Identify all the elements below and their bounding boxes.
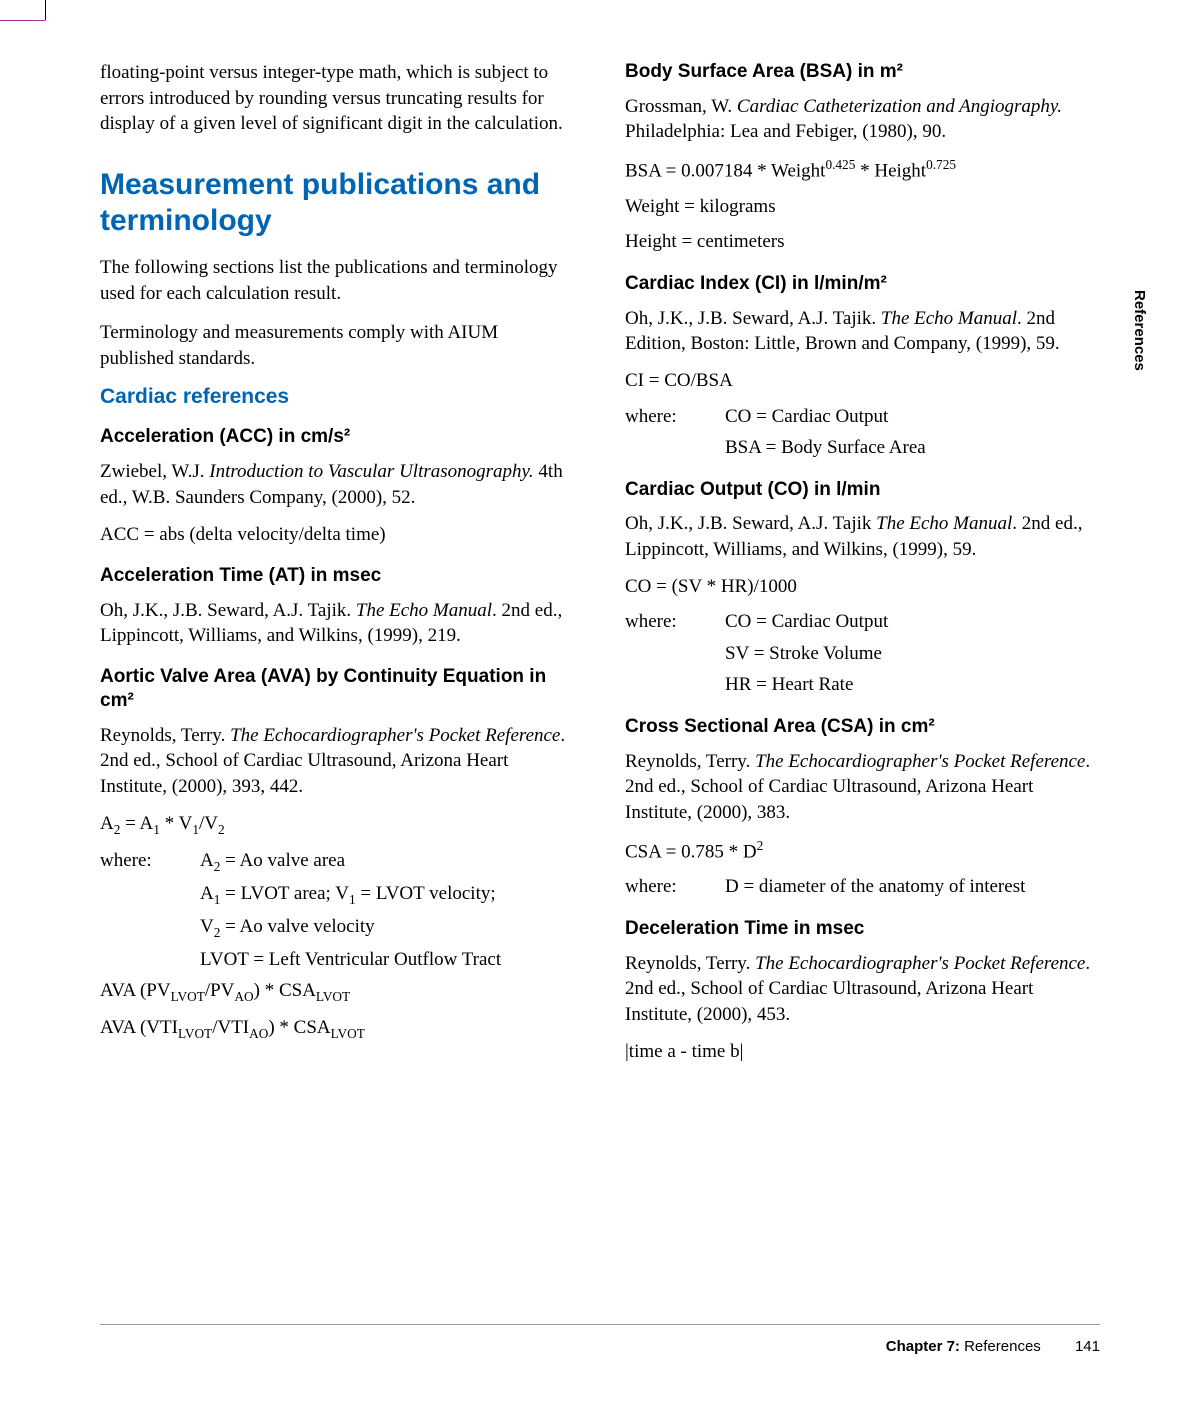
at-ref: Oh, J.K., J.B. Seward, A.J. Tajik. The E… (100, 598, 575, 649)
ava-where-4: LVOT = Left Ventricular Outflow Tract (100, 946, 575, 974)
csa-f1: CSA = 0.785 * D2 (625, 836, 1100, 866)
co-where-2: SV = Stroke Volume (625, 640, 1100, 668)
ava-f1: A2 = A1 * V1/V2 (100, 810, 575, 839)
term-at: Acceleration Time (AT) in msec (100, 564, 575, 588)
bsa-f3: Height = centimeters (625, 228, 1100, 256)
ava-where-2: A1 = LVOT area; V1 = LVOT velocity; (100, 880, 575, 909)
footer-rule (100, 1324, 1100, 1325)
footer: Chapter 7: References 141 (886, 1338, 1100, 1355)
ci-where-1: where:CO = Cardiac Output (625, 403, 1100, 431)
ava-where-1: where:A2 = Ao valve area (100, 847, 575, 876)
footer-page: 141 (1075, 1338, 1100, 1355)
acc-formula: ACC = abs (delta velocity/delta time) (100, 521, 575, 549)
ci-ref: Oh, J.K., J.B. Seward, A.J. Tajik. The E… (625, 306, 1100, 357)
decel-f1: |time a - time b| (625, 1038, 1100, 1066)
ci-where-2: BSA = Body Surface Area (625, 434, 1100, 462)
bsa-f1: BSA = 0.007184 * Weight0.425 * Height0.7… (625, 155, 1100, 185)
bsa-ref: Grossman, W. Cardiac Catheterization and… (625, 94, 1100, 145)
section-p2: Terminology and measurements comply with… (100, 320, 575, 371)
term-ava: Aortic Valve Area (AVA) by Continuity Eq… (100, 665, 575, 713)
co-f1: CO = (SV * HR)/1000 (625, 573, 1100, 601)
bsa-f2: Weight = kilograms (625, 193, 1100, 221)
ava-ref: Reynolds, Terry. The Echocardiographer's… (100, 723, 575, 800)
term-csa: Cross Sectional Area (CSA) in cm² (625, 715, 1100, 739)
term-bsa: Body Surface Area (BSA) in m² (625, 60, 1100, 84)
footer-chapter: Chapter 7: (886, 1338, 960, 1355)
right-column: Body Surface Area (BSA) in m² Grossman, … (625, 60, 1100, 1073)
co-where-1: where:CO = Cardiac Output (625, 608, 1100, 636)
ava-f3: AVA (VTILVOT/VTIAO) * CSALVOT (100, 1014, 575, 1043)
page-content: floating-point versus integer-type math,… (100, 60, 1100, 1385)
acc-ref: Zwiebel, W.J. Introduction to Vascular U… (100, 459, 575, 510)
co-where-3: HR = Heart Rate (625, 671, 1100, 699)
side-tab: References (1131, 290, 1148, 371)
section-heading: Measurement publications and terminology (100, 167, 575, 239)
left-column: floating-point versus integer-type math,… (100, 60, 575, 1073)
ci-f1: CI = CO/BSA (625, 367, 1100, 395)
section-p1: The following sections list the publicat… (100, 255, 575, 306)
term-ci: Cardiac Index (CI) in l/min/m² (625, 272, 1100, 296)
term-decel: Deceleration Time in msec (625, 917, 1100, 941)
footer-label: References (960, 1338, 1041, 1355)
csa-ref: Reynolds, Terry. The Echocardiographer's… (625, 749, 1100, 826)
term-acc: Acceleration (ACC) in cm/s² (100, 425, 575, 449)
ava-f2: AVA (PVLVOT/PVAO) * CSALVOT (100, 977, 575, 1006)
decel-ref: Reynolds, Terry. The Echocardiographer's… (625, 951, 1100, 1028)
subsection-heading: Cardiac references (100, 385, 575, 409)
intro-text: floating-point versus integer-type math,… (100, 60, 575, 137)
ava-where-3: V2 = Ao valve velocity (100, 913, 575, 942)
term-co: Cardiac Output (CO) in l/min (625, 478, 1100, 502)
csa-where-1: where:D = diameter of the anatomy of int… (625, 873, 1100, 901)
co-ref: Oh, J.K., J.B. Seward, A.J. Tajik The Ec… (625, 511, 1100, 562)
